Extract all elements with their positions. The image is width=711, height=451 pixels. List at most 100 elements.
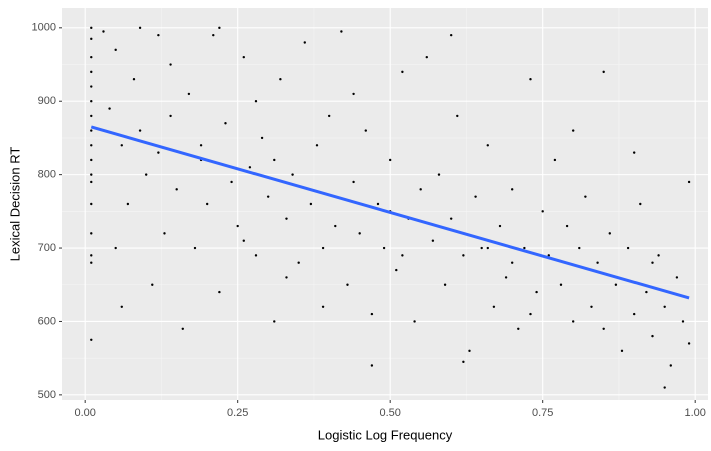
point [669, 364, 672, 367]
point [547, 254, 550, 257]
point [449, 217, 453, 220]
point [187, 92, 191, 96]
point [388, 158, 392, 162]
point [486, 246, 489, 250]
point [657, 254, 660, 257]
point [114, 246, 117, 250]
point [126, 202, 130, 206]
point [236, 224, 239, 228]
panel [62, 8, 708, 400]
point [90, 129, 93, 132]
point [224, 122, 227, 125]
point [639, 202, 642, 206]
point [157, 151, 160, 154]
point [132, 78, 136, 81]
point [687, 342, 691, 345]
point [291, 173, 294, 176]
point [401, 254, 404, 257]
point [645, 290, 648, 294]
point [571, 320, 575, 323]
point [285, 276, 288, 279]
point [419, 188, 422, 191]
point [626, 246, 630, 250]
point [571, 129, 575, 132]
point [535, 290, 538, 294]
point [90, 254, 93, 257]
point [218, 26, 221, 30]
point [90, 26, 93, 30]
point [632, 151, 636, 154]
point [529, 312, 532, 316]
regression-line [90, 125, 690, 300]
point [242, 239, 245, 242]
point [163, 232, 166, 235]
point [157, 33, 160, 37]
point [90, 180, 93, 184]
y-axis-title: Lexical Decision RT [7, 147, 22, 262]
point [352, 92, 355, 96]
point [321, 305, 325, 308]
point [90, 100, 93, 103]
point [90, 37, 93, 41]
point [254, 254, 258, 257]
point [590, 305, 593, 308]
point [321, 246, 325, 250]
point [334, 224, 337, 228]
point [90, 158, 93, 162]
point [273, 320, 276, 323]
point [651, 261, 654, 264]
y-tick-label: 700 [38, 242, 56, 254]
point [138, 26, 142, 30]
point [468, 349, 471, 353]
point [553, 158, 557, 162]
x-tick-label: 0.00 [74, 407, 95, 419]
point [114, 48, 117, 52]
y-tick-label: 1000 [32, 22, 56, 34]
point [90, 232, 93, 235]
point [315, 144, 319, 147]
y-tick-label: 800 [38, 169, 56, 181]
point [254, 100, 258, 103]
point [608, 232, 611, 235]
point [175, 188, 178, 191]
point [559, 283, 563, 286]
y-tick-label: 500 [38, 389, 56, 401]
point [181, 327, 184, 330]
point [193, 246, 197, 250]
point [370, 312, 374, 316]
point [120, 305, 123, 308]
point [266, 195, 270, 198]
point [529, 78, 532, 81]
point [578, 246, 581, 250]
point [462, 360, 465, 364]
point [169, 114, 172, 118]
point [90, 55, 93, 59]
point [632, 312, 636, 316]
x-tick-label: 1.00 [684, 407, 705, 419]
point [346, 283, 349, 286]
point [663, 305, 666, 308]
point [120, 144, 123, 147]
point [90, 144, 93, 147]
point [364, 129, 367, 132]
point [358, 232, 361, 235]
point [401, 70, 404, 74]
point [144, 173, 148, 176]
point [352, 180, 355, 184]
point [492, 305, 496, 308]
point [510, 261, 514, 264]
y-tick-label: 600 [38, 315, 56, 327]
point [462, 254, 465, 257]
point [687, 180, 691, 184]
point [651, 334, 654, 338]
point [90, 173, 93, 176]
point [425, 55, 428, 59]
point [395, 268, 398, 272]
point [242, 55, 245, 59]
x-tick-label: 0.50 [379, 407, 400, 419]
point [596, 261, 599, 264]
point [602, 327, 605, 330]
point [480, 246, 483, 250]
point [382, 246, 386, 250]
point [205, 202, 209, 206]
